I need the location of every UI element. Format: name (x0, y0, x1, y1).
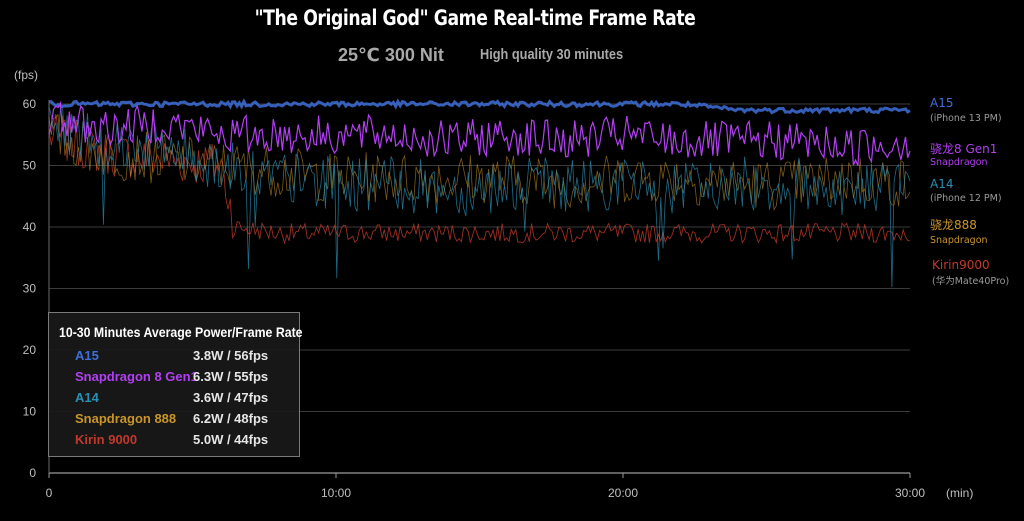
series-label-kirin9000: Kirin9000 (932, 258, 990, 272)
legend-value: 6.3W / 55fps (193, 369, 269, 384)
legend-row-kirin9000: Kirin 9000 5.0W / 44fps (49, 432, 299, 452)
y-tick-label: 10 (23, 405, 37, 419)
series-sublabel-sd8gen1: Snapdragon (930, 157, 988, 168)
x-tick-label: 10:00 (321, 486, 351, 500)
legend-row-sd8gen1: Snapdragon 8 Gen1 6.3W / 55fps (49, 369, 299, 389)
series-line-a14 (48, 106, 911, 288)
series-sublabel-kirin9000: (华为Mate40Pro) (932, 275, 1009, 287)
average-power-legend: 10-30 Minutes Average Power/Frame Rate A… (48, 312, 303, 457)
legend-value: 6.2W / 48fps (193, 411, 269, 426)
series-label-sd8gen1: 骁龙8 Gen1 (930, 142, 997, 156)
legend-name: Snapdragon 888 (75, 411, 177, 426)
legend-name: Snapdragon 8 Gen1 (75, 369, 198, 384)
x-tick-label: 0 (46, 486, 53, 500)
y-tick-label: 40 (23, 220, 37, 234)
legend-name: Kirin 9000 (75, 432, 138, 447)
chart-title: "The Original God" Game Real-time Frame … (254, 6, 696, 30)
y-tick-label: 60 (23, 97, 37, 111)
y-tick-label: 20 (23, 343, 37, 357)
series-label-a15: A15 (930, 96, 953, 110)
y-tick-label: 30 (23, 282, 37, 296)
series-sublabel-a15: (iPhone 13 PM) (930, 113, 1002, 124)
legend-row-a15: A15 3.8W / 56fps (49, 348, 299, 368)
x-tick-label: 20:00 (608, 486, 638, 500)
series-sublabel-a14: (iPhone 12 PM) (930, 193, 1002, 204)
x-axis-label: (min) (946, 486, 973, 500)
series-line-a15 (49, 98, 911, 115)
chart-subtitle-conditions: 25℃ 300 Nit (338, 45, 444, 65)
legend-value: 3.8W / 56fps (193, 348, 269, 363)
series-line-sd888 (48, 113, 911, 211)
series-line-kirin9000 (48, 113, 911, 245)
legend-name: A14 (75, 390, 99, 405)
y-tick-label: 50 (23, 159, 37, 173)
series-label-a14: A14 (930, 177, 953, 191)
legend-title: 10-30 Minutes Average Power/Frame Rate (59, 324, 303, 340)
series-line-sd8gen1 (48, 100, 911, 166)
y-tick-label: 0 (29, 466, 36, 480)
legend-name: A15 (75, 348, 99, 363)
x-tick-label: 30:00 (895, 486, 925, 500)
legend-value: 3.6W / 47fps (193, 390, 269, 405)
legend-row-a14: A14 3.6W / 47fps (49, 390, 299, 410)
chart-subtitle-quality: High quality 30 minutes (480, 46, 624, 63)
series-sublabel-sd888: Snapdragon (930, 235, 988, 246)
legend-value: 5.0W / 44fps (193, 432, 269, 447)
y-axis-label: (fps) (14, 68, 38, 82)
legend-row-sd888: Snapdragon 888 6.2W / 48fps (49, 411, 299, 431)
series-label-sd888: 骁龙888 (930, 218, 977, 232)
